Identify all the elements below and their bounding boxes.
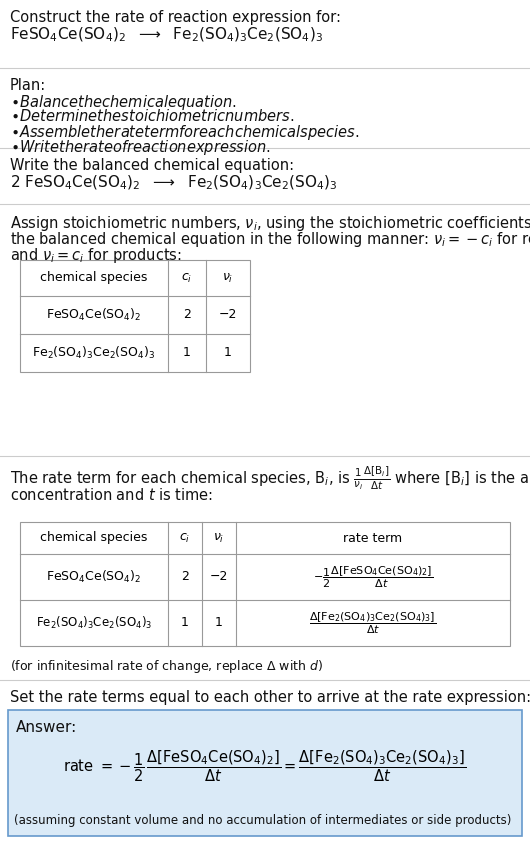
Text: Assign stoichiometric numbers, $\nu_i$, using the stoichiometric coefficients, $: Assign stoichiometric numbers, $\nu_i$, … <box>10 214 530 233</box>
Text: chemical species: chemical species <box>40 272 148 284</box>
Text: FeSO$_4$Ce(SO$_4$)$_2$: FeSO$_4$Ce(SO$_4$)$_2$ <box>46 569 142 585</box>
Text: $\bullet  Assemble the rate term for each chemical species.$: $\bullet Assemble the rate term for each… <box>10 123 359 142</box>
Text: 2: 2 <box>181 571 189 583</box>
Text: Fe$_2$(SO$_4$)$_3$Ce$_2$(SO$_4$)$_3$: Fe$_2$(SO$_4$)$_3$Ce$_2$(SO$_4$)$_3$ <box>36 615 152 631</box>
Text: Write the balanced chemical equation:: Write the balanced chemical equation: <box>10 158 294 173</box>
Text: the balanced chemical equation in the following manner: $\nu_i = -c_i$ for react: the balanced chemical equation in the fo… <box>10 230 530 249</box>
Text: 1: 1 <box>181 616 189 630</box>
Text: Plan:: Plan: <box>10 78 46 93</box>
Text: and $\nu_i = c_i$ for products:: and $\nu_i = c_i$ for products: <box>10 246 182 265</box>
Text: $\bullet  Balance the chemical equation.$: $\bullet Balance the chemical equation.$ <box>10 93 237 112</box>
Text: −2: −2 <box>219 309 237 322</box>
Text: $\bullet  Determine the stoichiometric numbers.$: $\bullet Determine the stoichiometric nu… <box>10 108 294 124</box>
Text: $\bullet  Write the rate of reaction expression.$: $\bullet Write the rate of reaction expr… <box>10 138 271 157</box>
Text: −2: −2 <box>210 571 228 583</box>
Text: $c_i$: $c_i$ <box>179 532 191 544</box>
Text: FeSO$_4$Ce(SO$_4$)$_2$  $\longrightarrow$  Fe$_2$(SO$_4$)$_3$Ce$_2$(SO$_4$)$_3$: FeSO$_4$Ce(SO$_4$)$_2$ $\longrightarrow$… <box>10 26 323 45</box>
Bar <box>8 710 522 836</box>
Text: rate $= -\dfrac{1}{2}\,\dfrac{\Delta[\mathrm{FeSO_4Ce(SO_4)_2}]}{\Delta t} = \df: rate $= -\dfrac{1}{2}\,\dfrac{\Delta[\ma… <box>64 749 466 784</box>
Text: $\nu_i$: $\nu_i$ <box>222 272 234 284</box>
Text: (for infinitesimal rate of change, replace $\Delta$ with $d$): (for infinitesimal rate of change, repla… <box>10 658 323 675</box>
Text: The rate term for each chemical species, B$_i$, is $\frac{1}{\nu_i}\frac{\Delta[: The rate term for each chemical species,… <box>10 465 530 492</box>
Text: Set the rate terms equal to each other to arrive at the rate expression:: Set the rate terms equal to each other t… <box>10 690 530 705</box>
Text: Fe$_2$(SO$_4$)$_3$Ce$_2$(SO$_4$)$_3$: Fe$_2$(SO$_4$)$_3$Ce$_2$(SO$_4$)$_3$ <box>32 345 156 361</box>
Bar <box>20 260 250 372</box>
Text: 1: 1 <box>183 347 191 360</box>
Text: FeSO$_4$Ce(SO$_4$)$_2$: FeSO$_4$Ce(SO$_4$)$_2$ <box>46 307 142 323</box>
Text: concentration and $t$ is time:: concentration and $t$ is time: <box>10 487 213 503</box>
Bar <box>20 522 510 646</box>
Text: Answer:: Answer: <box>16 720 77 735</box>
Text: Construct the rate of reaction expression for:: Construct the rate of reaction expressio… <box>10 10 341 25</box>
Text: 2: 2 <box>183 309 191 322</box>
Text: $-\dfrac{1}{2}\dfrac{\Delta[\mathrm{FeSO_4Ce(SO_4)_2}]}{\Delta t}$: $-\dfrac{1}{2}\dfrac{\Delta[\mathrm{FeSO… <box>313 565 433 590</box>
Text: $\dfrac{\Delta[\mathrm{Fe_2(SO_4)_3Ce_2(SO_4)_3}]}{\Delta t}$: $\dfrac{\Delta[\mathrm{Fe_2(SO_4)_3Ce_2(… <box>310 610 437 636</box>
Text: $c_i$: $c_i$ <box>181 272 192 284</box>
Text: $\nu_i$: $\nu_i$ <box>213 532 225 544</box>
Text: 1: 1 <box>224 347 232 360</box>
Text: chemical species: chemical species <box>40 532 148 544</box>
Text: rate term: rate term <box>343 532 403 544</box>
Text: 2 FeSO$_4$Ce(SO$_4$)$_2$  $\longrightarrow$  Fe$_2$(SO$_4$)$_3$Ce$_2$(SO$_4$)$_3: 2 FeSO$_4$Ce(SO$_4$)$_2$ $\longrightarro… <box>10 174 338 192</box>
Text: (assuming constant volume and no accumulation of intermediates or side products): (assuming constant volume and no accumul… <box>14 814 511 827</box>
Text: 1: 1 <box>215 616 223 630</box>
